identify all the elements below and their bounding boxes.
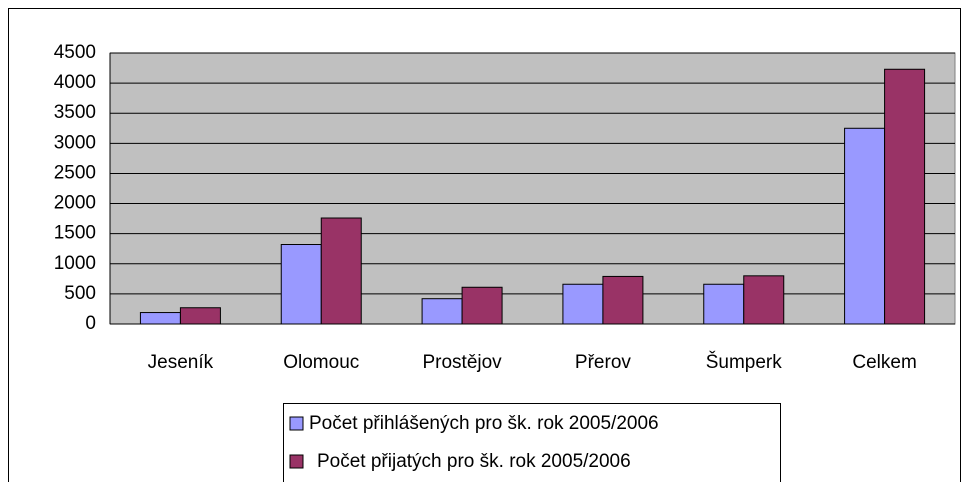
x-tick-label: Přerov [575, 352, 631, 373]
y-tick-label: 3000 [54, 132, 96, 153]
y-tick-label: 0 [85, 313, 96, 334]
y-tick-label: 3500 [54, 102, 96, 123]
x-tick-label: Prostějov [422, 352, 502, 373]
bar [179, 307, 221, 325]
legend-swatch [289, 416, 304, 431]
bar [280, 244, 322, 325]
plot-area [109, 52, 956, 325]
y-tick-label: 500 [64, 283, 96, 304]
y-tick-label: 2000 [54, 193, 96, 214]
y-tick-label: 1500 [54, 223, 96, 244]
bar [743, 275, 785, 325]
bar [461, 286, 503, 325]
bar [562, 283, 604, 325]
y-tick-label: 4500 [54, 42, 96, 63]
y-tick-label: 2500 [54, 162, 96, 183]
bar [703, 283, 745, 325]
bar [602, 275, 644, 325]
x-tick-label: Celkem [852, 352, 916, 373]
legend-label: Počet přijatých pro šk. rok 2005/2006 [317, 451, 631, 472]
x-tick-label: Jeseník [148, 352, 214, 373]
bar [844, 127, 886, 325]
x-tick-label: Olomouc [283, 352, 359, 373]
legend-label: Počet přihlášených pro šk. rok 2005/2006 [309, 413, 659, 434]
x-tick-label: Šumperk [706, 351, 783, 373]
y-tick-label: 1000 [54, 253, 96, 274]
legend-swatch [289, 454, 304, 469]
legend-box [283, 403, 781, 482]
bar [884, 68, 926, 325]
bar [421, 298, 463, 325]
y-tick-label: 4000 [54, 72, 96, 93]
bar [139, 312, 181, 325]
bar [320, 217, 362, 325]
